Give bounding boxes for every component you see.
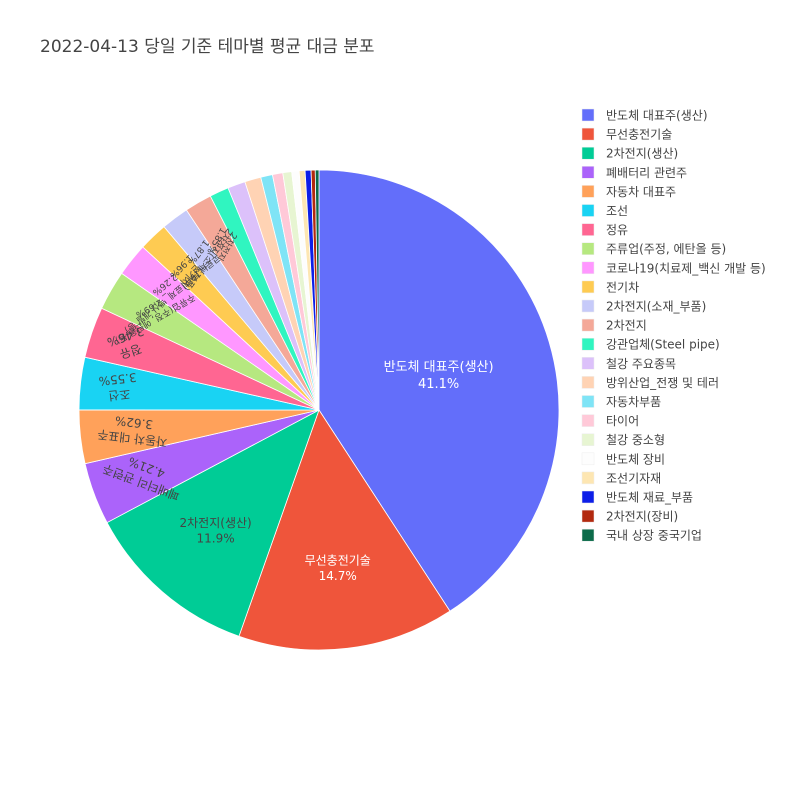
legend-swatch xyxy=(581,280,595,294)
legend-label: 방위산업_전쟁 및 테러 xyxy=(606,376,719,390)
legend-item[interactable]: 정유 xyxy=(581,223,628,237)
legend-item[interactable]: 조선기자재 xyxy=(581,471,661,485)
legend-swatch xyxy=(581,223,595,236)
legend-swatch xyxy=(581,127,595,141)
legend-label: 강관업체(Steel pipe) xyxy=(606,338,720,352)
legend-swatch xyxy=(581,452,595,466)
legend-item[interactable]: 자동차 대표주 xyxy=(581,185,676,199)
legend-label: 정유 xyxy=(606,223,628,237)
legend-item[interactable]: 무선충전기술 xyxy=(581,127,672,142)
legend-item[interactable]: 전기차 xyxy=(581,280,639,294)
legend-item[interactable]: 방위산업_전쟁 및 테러 xyxy=(581,376,719,390)
legend-item[interactable]: 조선 xyxy=(581,204,628,218)
legend-swatch xyxy=(581,337,595,351)
legend-label: 반도체 장비 xyxy=(606,452,665,466)
legend-label: 2차전지(장비) xyxy=(606,510,678,524)
legend-label: 철강 주요종목 xyxy=(606,357,676,371)
legend-item[interactable]: 2차전지 xyxy=(581,318,647,333)
legend-item[interactable]: 철강 주요종목 xyxy=(581,357,676,371)
legend-item[interactable]: 자동차부품 xyxy=(581,395,661,409)
legend-swatch xyxy=(581,204,595,217)
legend-label: 반도체 대표주(생산) xyxy=(606,109,708,123)
legend-swatch xyxy=(581,185,595,198)
legend-label: 자동차부품 xyxy=(606,395,661,409)
legend-swatch xyxy=(581,376,595,389)
legend-label: 국내 상장 중국기업 xyxy=(606,529,702,543)
legend-item[interactable]: 국내 상장 중국기업 xyxy=(581,528,702,543)
legend-swatch xyxy=(581,528,595,542)
legend-swatch xyxy=(581,433,595,446)
pie-slice xyxy=(314,169,320,411)
legend-swatch xyxy=(581,108,595,122)
legend-item[interactable]: 타이어 xyxy=(581,414,639,428)
legend-label: 자동차 대표주 xyxy=(606,185,676,199)
legend-swatch xyxy=(581,166,595,179)
legend-swatch xyxy=(581,146,595,160)
legend-label: 2차전지 xyxy=(606,319,647,333)
legend-label: 무선충전기술 xyxy=(606,128,672,142)
legend-swatch xyxy=(581,318,595,332)
legend-swatch xyxy=(581,414,595,427)
legend-swatch xyxy=(581,357,595,370)
legend-item[interactable]: 폐배터리 관련주 xyxy=(581,166,687,180)
pie-slice xyxy=(318,169,560,612)
legend-swatch xyxy=(581,242,595,255)
slice-label: 무선충전기술 14.7% xyxy=(305,553,371,583)
legend-label: 철강 중소형 xyxy=(606,433,665,447)
chart-title: 2022-04-13 당일 기준 테마별 평균 대금 분포 xyxy=(40,37,375,57)
slice-label: 2차전지(생산) 11.9% xyxy=(179,516,251,546)
legend-item[interactable]: 코로나19(치료제_백신 개발 등) xyxy=(581,261,766,275)
legend-item[interactable]: 2차전지(장비) xyxy=(581,509,678,524)
pie-slice xyxy=(238,409,451,651)
legend-swatch xyxy=(581,299,595,313)
legend-swatch xyxy=(581,395,595,408)
legend-item[interactable]: 2차전지(생산) xyxy=(581,146,678,161)
legend-label: 타이어 xyxy=(606,414,639,428)
legend-item[interactable]: 주류업(주정, 에탄올 등) xyxy=(581,242,726,256)
legend-swatch xyxy=(581,471,595,485)
legend-label: 2차전지(생산) xyxy=(606,147,678,161)
legend-label: 폐배터리 관련주 xyxy=(606,166,687,180)
legend-item[interactable]: 반도체 대표주(생산) xyxy=(581,108,708,123)
legend-item[interactable]: 2차전지(소재_부품) xyxy=(581,299,706,314)
legend-item[interactable]: 철강 중소형 xyxy=(581,433,665,447)
legend-item[interactable]: 반도체 재료_부품 xyxy=(581,490,693,505)
legend-label: 조선 xyxy=(606,204,628,218)
legend-swatch xyxy=(581,261,595,275)
legend-label: 전기차 xyxy=(606,280,639,294)
pie-slices xyxy=(78,169,560,651)
legend-label: 조선기자재 xyxy=(606,471,661,485)
slice-label: 반도체 대표주(생산) 41.1% xyxy=(384,360,494,392)
legend-swatch xyxy=(581,490,595,504)
slice-label: 조선3.55% xyxy=(98,370,139,404)
legend-swatch xyxy=(581,509,595,523)
legend-item[interactable]: 반도체 장비 xyxy=(581,452,665,466)
pie-slice xyxy=(106,409,320,637)
legend-label: 2차전지(소재_부품) xyxy=(606,300,706,314)
legend-label: 반도체 재료_부품 xyxy=(606,491,693,505)
legend-label: 주류업(주정, 에탄올 등) xyxy=(606,242,726,256)
legend-label: 코로나19(치료제_백신 개발 등) xyxy=(606,261,766,275)
legend-item[interactable]: 강관업체(Steel pipe) xyxy=(581,337,720,352)
